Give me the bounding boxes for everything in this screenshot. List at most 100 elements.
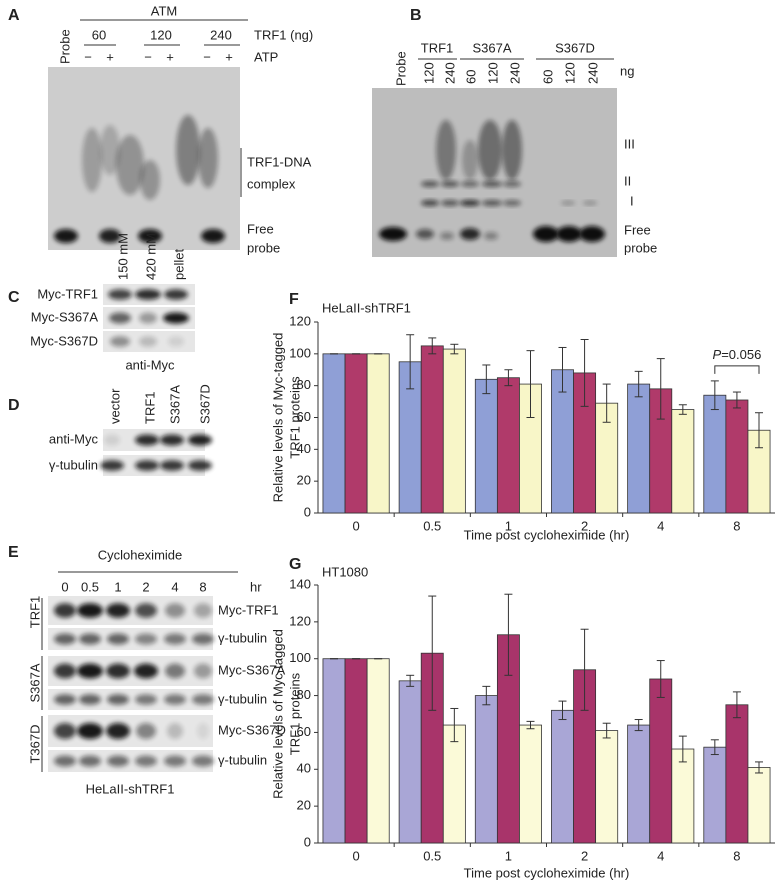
label: I: [630, 193, 634, 208]
y-tick-label: 100: [289, 345, 311, 360]
annotation: P=0.056: [713, 347, 762, 362]
y-tick-label: 20: [297, 473, 311, 488]
label: 60: [92, 27, 106, 42]
error-bar: [450, 707, 459, 743]
band: [135, 460, 159, 471]
label: 240: [585, 62, 600, 84]
label: 420 mM: [143, 233, 158, 280]
error-bar: [450, 343, 459, 355]
bar: [671, 409, 695, 514]
y-tick-label: 80: [297, 687, 311, 702]
y-tick-label: 60: [297, 724, 311, 739]
error-bar: [656, 358, 665, 420]
band: [100, 460, 124, 471]
label: Free: [624, 222, 651, 237]
label: vector: [107, 388, 122, 424]
error-bar: [482, 685, 491, 706]
band: [478, 120, 502, 180]
band: [561, 201, 575, 205]
band: [188, 434, 212, 446]
x-tick-label: 2: [581, 518, 588, 533]
error-bar: [656, 660, 665, 698]
band: [441, 181, 459, 187]
band: [379, 227, 407, 241]
x-tick-label: 4: [657, 518, 664, 533]
bar: [344, 353, 368, 514]
label: Myc-S367D: [218, 722, 286, 737]
label: 0: [61, 579, 68, 594]
y-tick-label: 40: [297, 761, 311, 776]
label: 60: [463, 70, 478, 84]
label: TRF1 proteins: [287, 376, 302, 459]
error-bar: [428, 337, 437, 355]
label: 120: [485, 62, 500, 84]
error-bar: [526, 350, 535, 418]
band: [197, 723, 209, 739]
band: [109, 312, 131, 324]
label: 8: [199, 579, 206, 594]
band: [82, 128, 102, 192]
gel: [48, 689, 213, 710]
error-bar: [504, 593, 513, 676]
label: TRF1-DNA: [247, 154, 312, 169]
gel: [48, 628, 213, 650]
band: [201, 229, 225, 243]
band: [160, 460, 184, 471]
label: S367D: [197, 384, 212, 424]
band: [135, 755, 157, 767]
bar: [496, 377, 520, 514]
band: [460, 200, 480, 206]
band: [503, 181, 521, 187]
band: [192, 633, 214, 645]
annotation-text: =0.056: [721, 347, 761, 362]
label: 4: [171, 579, 178, 594]
band: [436, 120, 456, 180]
label: Relative levels of Myc-tagged: [270, 333, 285, 503]
label: Relative levels of Myc-tagged: [270, 629, 285, 799]
band: [441, 200, 459, 206]
bar: [703, 394, 727, 514]
bar: [649, 678, 673, 844]
band: [54, 723, 76, 739]
bar: [442, 724, 466, 844]
error-bar: [634, 719, 643, 732]
bar: [344, 658, 368, 844]
band: [139, 312, 157, 324]
label: C: [8, 289, 20, 306]
band: [164, 633, 186, 645]
label: 60: [540, 70, 555, 84]
error-bar: [602, 383, 611, 423]
band: [99, 229, 121, 243]
bar: [595, 730, 619, 844]
band: [135, 289, 161, 300]
x-tick-label: 0.5: [423, 518, 441, 533]
band: [176, 115, 200, 185]
label: Probe: [57, 29, 72, 64]
band: [79, 755, 101, 767]
label: pellet: [171, 249, 186, 280]
label: TRF1: [421, 40, 454, 55]
label: S367A: [27, 663, 42, 702]
label: Time post cycloheximide (hr): [464, 527, 630, 542]
band: [135, 633, 157, 645]
label: anti-Myc: [125, 357, 175, 372]
y-tick-label: 60: [297, 409, 311, 424]
label: ATM: [151, 3, 177, 18]
band: [160, 434, 184, 446]
bar: [627, 383, 651, 514]
x-tick-label: 8: [733, 848, 740, 863]
error-bar: [755, 412, 764, 449]
error-bar: [428, 595, 437, 711]
label: HeLaII-shTRF1: [322, 300, 411, 315]
label: III: [624, 136, 635, 151]
label: T367D: [27, 724, 42, 763]
label: HT1080: [322, 564, 368, 579]
error-bar: [482, 364, 491, 395]
y-tick-label: 20: [297, 798, 311, 813]
label: TRF1: [142, 392, 157, 425]
gel: [48, 750, 213, 772]
label: 2: [142, 579, 149, 594]
y-tick-label: 120: [289, 613, 311, 628]
label: II: [624, 173, 631, 188]
band: [168, 336, 184, 347]
